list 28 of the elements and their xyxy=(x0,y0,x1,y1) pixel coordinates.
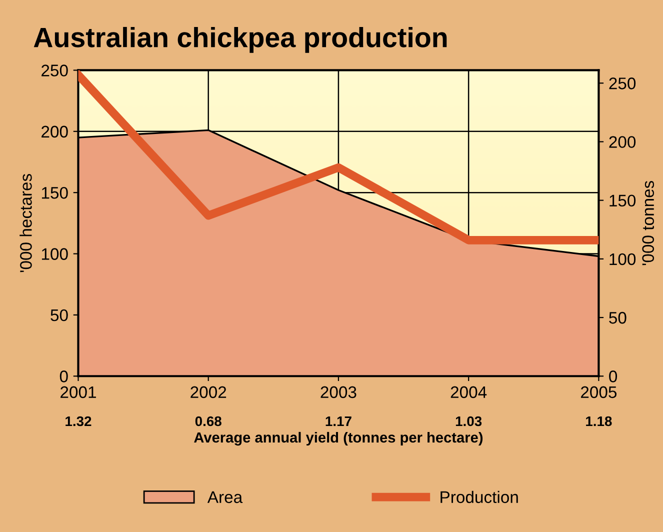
y2-tick-label: 100 xyxy=(610,253,636,266)
y2-tick-label: 50 xyxy=(609,312,626,324)
y-tick-label: 250 xyxy=(42,64,68,76)
chart-title: Australian chickpea production xyxy=(34,26,447,53)
y-tick-label: 200 xyxy=(42,126,68,138)
x-tick-label: 2001 xyxy=(60,386,96,398)
y2-tick-label: 150 xyxy=(610,194,636,207)
x-tick-label: 2002 xyxy=(190,386,226,398)
text: 0.68 xyxy=(195,416,222,426)
x-tick-label: 2003 xyxy=(320,386,356,398)
x-axis-title: Average annual yield (tonnes per hectare) xyxy=(194,432,483,446)
x-tick-label: 2005 xyxy=(580,386,617,398)
y2-tick-label: 250 xyxy=(609,78,636,90)
y-tick-label: 150 xyxy=(42,186,68,199)
y2-tick-label: 0 xyxy=(609,370,618,382)
x-tick-label: 2004 xyxy=(450,386,487,398)
y-axis-title: '000 hectares xyxy=(20,174,32,272)
text: 1.32 xyxy=(66,416,92,426)
y2-axis-title: '000 tonnes xyxy=(642,180,654,266)
text: 1.03 xyxy=(456,416,482,426)
legend-label: Area xyxy=(207,491,243,504)
y-tick-label: 50 xyxy=(50,309,68,322)
text: 1.18 xyxy=(586,416,612,426)
y-tick-label: 100 xyxy=(42,248,68,260)
y2-tick-label: 200 xyxy=(609,136,636,148)
legend-label: Production xyxy=(440,490,518,504)
text: 1.17 xyxy=(326,416,352,426)
y-tick-label: 0 xyxy=(60,370,68,382)
